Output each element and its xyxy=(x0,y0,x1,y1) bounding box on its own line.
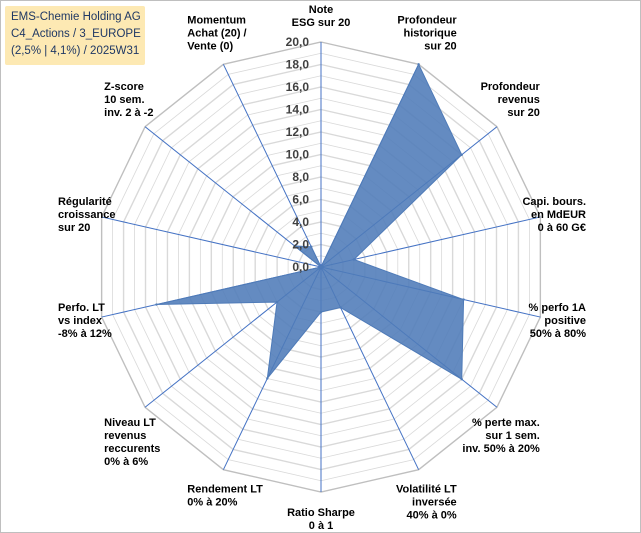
radial-tick-labels: 0,0 2,0 4,0 6,0 8,0 10,0 12,0 14,0 16,0 18,0 20,0 xyxy=(286,35,310,274)
axis-label: Régularité croissance sur 20 xyxy=(58,196,115,234)
radar-series xyxy=(155,63,465,381)
axis-label: Capi. bours. en MdEUR 0 à 60 G€ xyxy=(522,196,586,234)
title-line-company: EMS-Chemie Holding AG xyxy=(11,11,141,23)
tick-label: 14,0 xyxy=(286,103,310,117)
series-point xyxy=(266,377,269,380)
series-point xyxy=(460,378,463,381)
tick-label: 8,0 xyxy=(292,170,309,184)
axis-label: Profondeur historique sur 20 xyxy=(397,15,457,53)
axis-label: % perfo 1A positive 50% à 80% xyxy=(529,302,587,340)
series-point xyxy=(339,306,342,309)
tick-label: 0,0 xyxy=(292,260,309,274)
tick-label: 18,0 xyxy=(286,58,310,72)
axis-label: Rendement LT 0% à 20% xyxy=(187,483,263,508)
tick-label: 20,0 xyxy=(286,35,310,49)
axis-spoke xyxy=(144,126,322,268)
axis-spoke xyxy=(320,216,541,268)
series-point xyxy=(319,265,323,269)
axis-spoke xyxy=(222,64,322,268)
title-line-category: C4_Actions / 3_EUROPE xyxy=(11,28,141,40)
tick-label: 12,0 xyxy=(286,125,310,139)
axis-spoke xyxy=(101,216,322,268)
axis-labels: Note ESG sur 20 Profondeur historique sur 20… xyxy=(58,4,586,532)
series-point xyxy=(352,258,356,261)
axis-label: Note ESG sur 20 xyxy=(292,4,351,29)
tick-label: 6,0 xyxy=(292,193,309,207)
chart-title-box: EMS-Chemie Holding AG C4_Actions / 3_EUR… xyxy=(5,6,145,65)
series-point xyxy=(462,298,465,301)
series-point xyxy=(319,310,323,314)
axis-label: % perte max. sur 1 sem. inv. 50% à 20% xyxy=(462,417,540,455)
tick-label: 2,0 xyxy=(292,238,309,252)
tick-label: 4,0 xyxy=(292,215,309,229)
axis-label: Volatilité LT inversée 40% à 0% xyxy=(396,483,457,521)
series-point xyxy=(417,63,420,66)
axis-label: Ratio Sharpe 0 à 1 xyxy=(287,507,355,532)
series-point xyxy=(275,300,279,304)
axis-label: Perfo. LT vs index -8% à 12% xyxy=(58,302,112,340)
axis-label: Profondeur revenus sur 20 xyxy=(481,81,541,119)
series-point xyxy=(293,244,296,248)
title-line-period: (2,5% | 4,1%) / 2025W31 xyxy=(11,45,140,57)
series-point xyxy=(310,245,313,248)
tick-label: 16,0 xyxy=(286,80,310,94)
series-point xyxy=(155,303,158,306)
axis-label: Niveau LT revenus reccurents 0% à 6% xyxy=(104,417,160,468)
series-point xyxy=(460,153,463,156)
tick-label: 10,0 xyxy=(286,148,310,162)
axis-label: Momentum Achat (20) / Vente (0) xyxy=(187,15,246,53)
axis-label: Z-score 10 sem. inv. 2 à -2 xyxy=(104,81,153,119)
